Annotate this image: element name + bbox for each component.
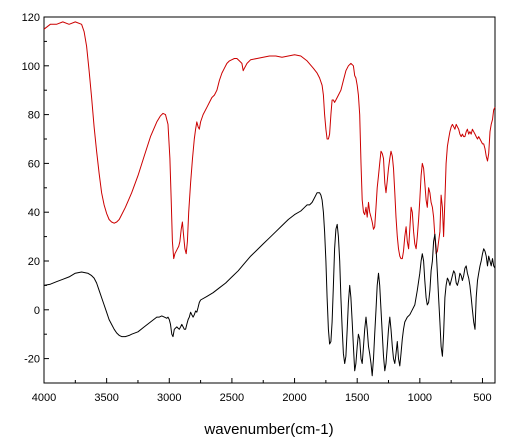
x-tick-label: 2500 xyxy=(220,392,244,404)
x-tick-label: 4000 xyxy=(32,392,56,404)
y-tick-label: 60 xyxy=(28,158,40,170)
y-tick-label: 120 xyxy=(22,12,40,24)
x-tick-label: 2000 xyxy=(282,392,306,404)
y-tick-label: 80 xyxy=(28,110,40,122)
x-tick-label: 3500 xyxy=(94,392,118,404)
axes-layer: -20 0 20 40 60 80 100 120 4000 3500 3000 2500 2000 15… xyxy=(22,12,492,404)
y-tick-label: 100 xyxy=(22,61,40,73)
series-layer xyxy=(43,21,496,377)
y-tick-label: 0 xyxy=(34,305,40,317)
x-tick-label: 1500 xyxy=(345,392,369,404)
y-tick-label: 40 xyxy=(28,207,40,219)
spectrum-line-red xyxy=(43,21,496,260)
y-tick-label: 20 xyxy=(28,256,40,268)
y-tick-label: -20 xyxy=(24,354,40,366)
plot-frame xyxy=(43,16,496,384)
x-axis-label: wavenumber(cm-1) xyxy=(203,421,333,438)
x-tick-label: 3000 xyxy=(157,392,181,404)
spectrum-line-black xyxy=(43,192,496,377)
x-tick-label: 500 xyxy=(473,392,491,404)
x-tick-label: 1000 xyxy=(408,392,432,404)
